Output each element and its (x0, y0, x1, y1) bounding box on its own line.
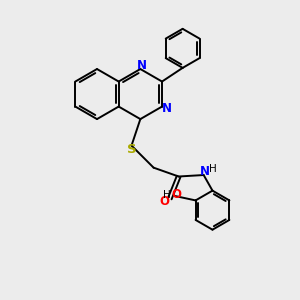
Text: H: H (163, 190, 171, 200)
Text: N: N (137, 59, 147, 72)
Text: O: O (171, 188, 182, 201)
Text: S: S (127, 143, 136, 157)
Text: N: N (200, 165, 210, 178)
Text: O: O (159, 195, 169, 208)
Text: N: N (162, 101, 172, 115)
Text: H: H (208, 164, 216, 173)
